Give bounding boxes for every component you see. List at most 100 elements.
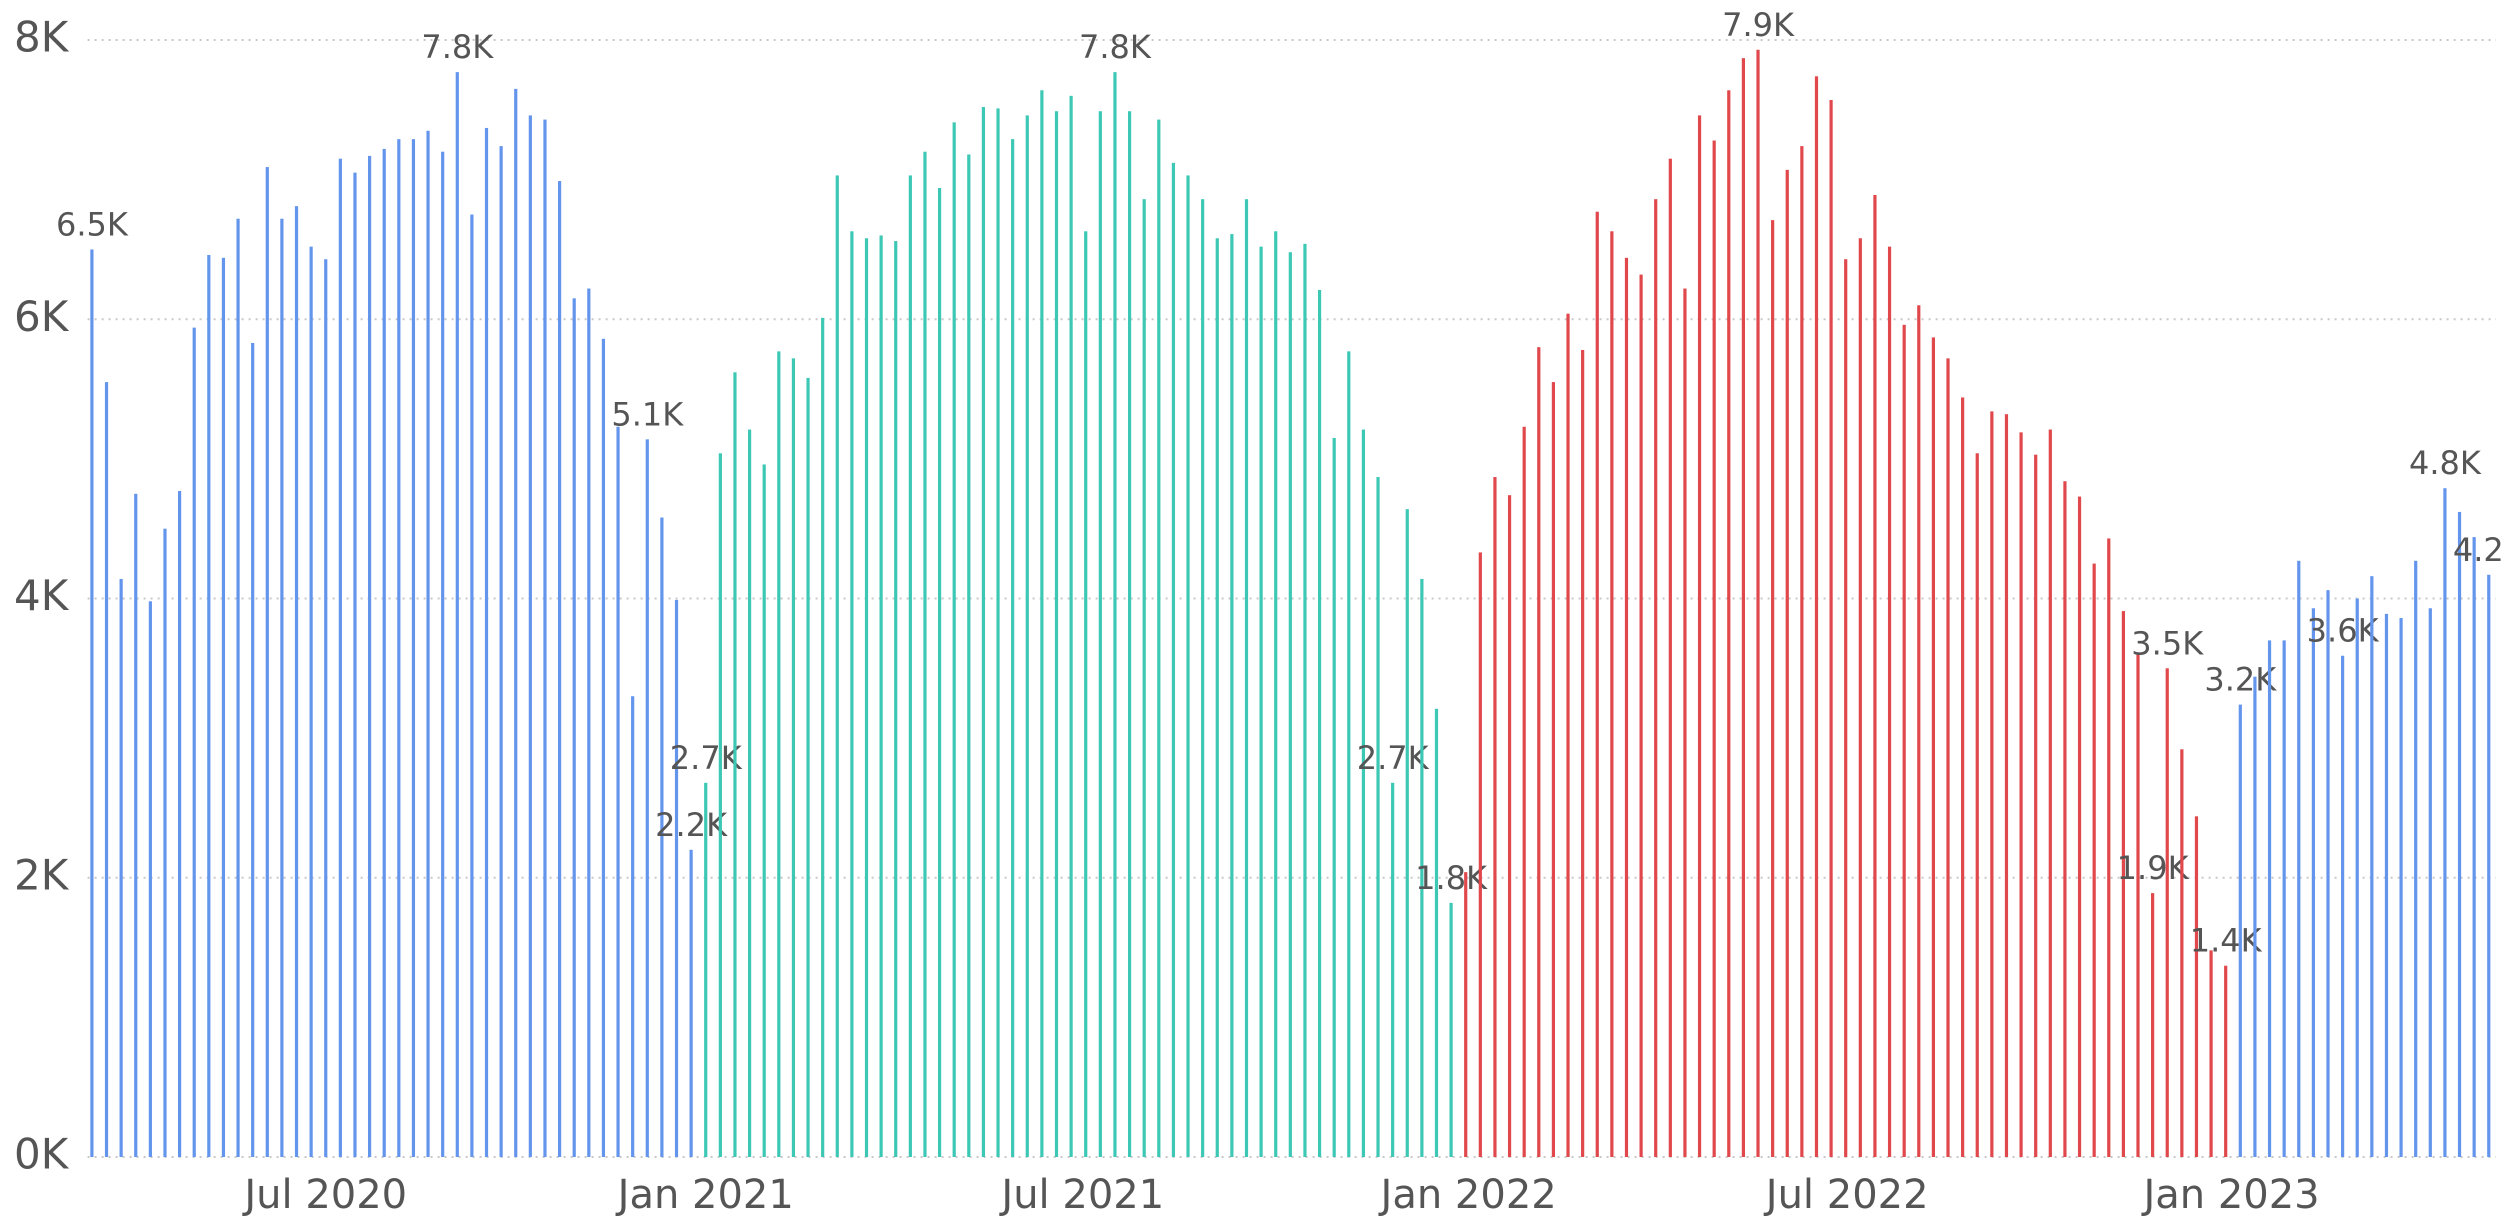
bar xyxy=(1551,382,1556,1157)
bar xyxy=(689,849,693,1157)
bar xyxy=(908,175,912,1157)
bar xyxy=(2487,574,2491,1157)
bar xyxy=(2341,655,2345,1157)
bar xyxy=(2194,816,2199,1157)
bar xyxy=(1610,231,1614,1157)
x-tick-label: Jan 2023 xyxy=(2140,1172,2319,1218)
bar xyxy=(1785,169,1789,1157)
y-tick-label: 2K xyxy=(14,850,70,899)
bar xyxy=(265,167,269,1158)
bar xyxy=(1902,324,1906,1158)
x-tick-label: Jan 2021 xyxy=(615,1172,794,1218)
bar xyxy=(1639,274,1643,1157)
bar xyxy=(2472,537,2476,1157)
bar xyxy=(2238,704,2242,1157)
data-label: 3.5K xyxy=(2131,624,2204,662)
bar xyxy=(967,154,971,1157)
data-label: 3.6K xyxy=(2307,612,2380,650)
bar xyxy=(470,214,474,1157)
bar xyxy=(791,358,796,1158)
data-label: 6.5K xyxy=(56,205,129,243)
x-tick-label: Jan 2022 xyxy=(1378,1172,1557,1218)
bar xyxy=(2267,640,2272,1157)
bar xyxy=(1040,90,1044,1157)
bar xyxy=(2428,608,2432,1157)
bar xyxy=(1171,162,1176,1157)
bar xyxy=(2311,608,2315,1157)
bar xyxy=(1844,259,1848,1157)
bar xyxy=(207,255,211,1157)
bar xyxy=(762,464,766,1158)
bar xyxy=(1230,234,1234,1158)
bar xyxy=(1741,58,1746,1158)
bar xyxy=(2209,950,2213,1157)
bar xyxy=(1507,495,1512,1157)
bar xyxy=(1449,902,1453,1157)
bar xyxy=(1434,708,1439,1157)
bar xyxy=(1990,411,1994,1158)
bar xyxy=(1668,158,1672,1157)
bar xyxy=(484,127,489,1158)
bar xyxy=(806,377,810,1158)
bar xyxy=(1332,437,1336,1157)
bar xyxy=(1288,252,1292,1158)
bar xyxy=(528,115,532,1158)
bar xyxy=(426,130,430,1158)
y-tick-label: 4K xyxy=(14,571,70,620)
bar xyxy=(2063,481,2067,1158)
bar xyxy=(1566,313,1570,1157)
bar xyxy=(2136,652,2140,1157)
bar xyxy=(543,119,547,1157)
bar xyxy=(2004,414,2009,1157)
bar xyxy=(1712,140,1716,1157)
bar xyxy=(514,88,518,1157)
x-tick-label: Jul 2021 xyxy=(998,1172,1164,1218)
bar xyxy=(1157,119,1161,1157)
bar xyxy=(2370,576,2374,1157)
bar xyxy=(2180,749,2184,1157)
bar xyxy=(1113,72,1117,1157)
bar xyxy=(441,151,445,1157)
bar xyxy=(1829,100,1833,1158)
bar xyxy=(163,528,167,1157)
bar xyxy=(777,351,781,1157)
bar xyxy=(1654,199,1658,1158)
bar xyxy=(382,148,386,1158)
bar xyxy=(616,426,620,1158)
bar xyxy=(923,151,927,1157)
bar xyxy=(251,342,255,1158)
bar xyxy=(1961,397,1965,1157)
bar xyxy=(2165,668,2169,1157)
bar xyxy=(1595,211,1599,1157)
bar xyxy=(1376,477,1380,1157)
data-label: 1.4K xyxy=(2190,922,2263,960)
bar xyxy=(631,696,635,1157)
bar xyxy=(1493,477,1497,1157)
bar xyxy=(1697,115,1702,1158)
bar xyxy=(879,235,883,1158)
bar xyxy=(1756,49,1760,1157)
data-label: 7.8K xyxy=(421,28,494,66)
bar xyxy=(2224,965,2228,1157)
bar xyxy=(2092,563,2096,1157)
data-label: 1.9K xyxy=(2117,849,2190,887)
bar xyxy=(1814,76,1819,1158)
bar xyxy=(338,158,342,1157)
bar xyxy=(309,246,313,1157)
data-label: 3.2K xyxy=(2204,661,2277,699)
y-tick-label: 6K xyxy=(14,292,70,341)
bar xyxy=(455,72,459,1157)
y-tick-label: 8K xyxy=(14,13,70,62)
bar xyxy=(1142,199,1146,1158)
x-tick-label: Jul 2020 xyxy=(241,1172,407,1218)
bar xyxy=(1858,238,1862,1157)
bar xyxy=(1405,509,1409,1157)
data-label: 5.1K xyxy=(611,395,684,433)
bar xyxy=(1127,111,1132,1158)
bar xyxy=(192,327,196,1157)
bar xyxy=(397,139,401,1158)
bar xyxy=(280,218,284,1158)
bar xyxy=(2457,511,2462,1157)
bar xyxy=(367,155,372,1158)
